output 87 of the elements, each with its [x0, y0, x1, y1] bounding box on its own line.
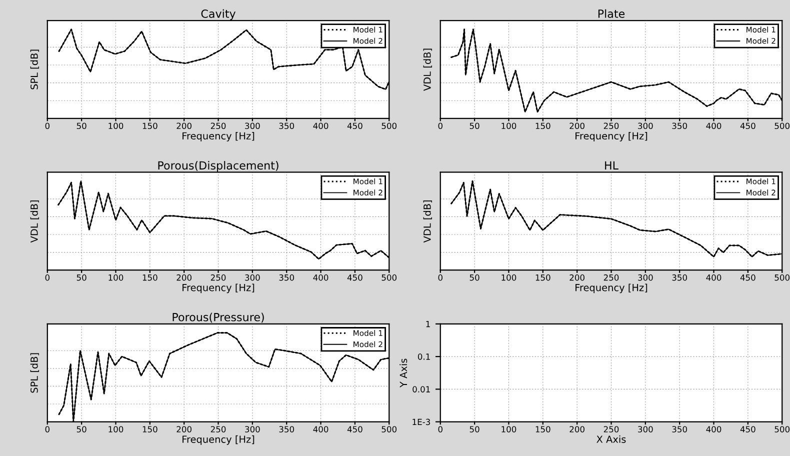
x-tick-label: 150 — [536, 122, 550, 130]
x-tick-label: 250 — [604, 274, 619, 281]
x-axis-title: Frequency [Hz] — [182, 435, 254, 445]
chart-title: Porous(Displacement) — [158, 161, 278, 172]
y-axis-title: SPL [dB] — [30, 353, 40, 393]
x-tick-label: 100 — [502, 122, 516, 130]
x-tick-label: 250 — [604, 426, 619, 432]
x-tick-label: 450 — [740, 426, 756, 432]
x-tick-label: 400 — [313, 274, 328, 281]
x-axis-title: Frequency [Hz] — [182, 284, 254, 294]
x-axis-title: Frequency [Hz] — [182, 132, 254, 142]
x-tick-label: 50 — [470, 426, 480, 432]
x-tick-label: 100 — [108, 274, 124, 281]
x-tick-label: 350 — [672, 274, 687, 281]
x-tick-label: 300 — [638, 426, 653, 432]
x-tick-label: 500 — [774, 426, 790, 432]
y-tick-label: 1 — [426, 321, 430, 328]
x-tick-label: 200 — [176, 274, 192, 281]
x-tick-label: 400 — [313, 426, 328, 432]
x-tick-label: 200 — [570, 122, 584, 130]
x-tick-label: 400 — [706, 122, 722, 130]
x-tick-label: 100 — [108, 122, 124, 130]
x-axis-title: Frequency [Hz] — [576, 132, 648, 142]
x-tick-label: 350 — [279, 274, 294, 281]
x-tick-label: 400 — [706, 274, 722, 281]
x-tick-label: 300 — [638, 274, 653, 281]
x-tick-label: 350 — [672, 122, 687, 130]
y-axis-title: VDL [dB] — [423, 200, 432, 243]
x-tick-label: 50 — [76, 274, 86, 281]
y-axis-title: Y Axis — [400, 358, 408, 388]
x-tick-label: 300 — [245, 426, 260, 432]
x-tick-label: 500 — [774, 274, 790, 281]
x-tick-label: 100 — [502, 274, 516, 281]
x-tick-label: 150 — [142, 274, 158, 281]
x-tick-label: 100 — [502, 426, 516, 432]
x-tick-label: 250 — [604, 122, 619, 130]
x-tick-label: 200 — [570, 426, 584, 432]
x-tick-label: 400 — [313, 122, 328, 130]
x-tick-label: 200 — [570, 274, 584, 281]
x-tick-label: 300 — [245, 274, 260, 281]
x-tick-label: 0 — [45, 274, 50, 281]
y-axis-title: VDL [dB] — [30, 200, 40, 243]
x-tick-label: 450 — [740, 122, 756, 130]
x-tick-label: 50 — [470, 122, 480, 130]
x-tick-label: 450 — [740, 274, 756, 281]
x-tick-label: 450 — [347, 426, 362, 432]
x-tick-label: 250 — [210, 122, 226, 130]
x-tick-label: 500 — [774, 122, 790, 130]
x-tick-label: 100 — [108, 426, 124, 432]
x-tick-label: 50 — [76, 426, 86, 432]
y-axis-title: SPL [dB] — [30, 50, 40, 90]
x-tick-label: 300 — [245, 122, 260, 130]
x-tick-label: 50 — [470, 274, 480, 281]
x-tick-label: 50 — [76, 122, 86, 130]
x-tick-label: 350 — [279, 122, 294, 130]
x-tick-label: 350 — [279, 426, 294, 432]
x-tick-label: 250 — [210, 274, 226, 281]
x-tick-label: 500 — [382, 122, 397, 130]
x-tick-label: 300 — [638, 122, 653, 130]
x-tick-label: 0 — [438, 122, 442, 130]
chart-title: HL — [605, 161, 618, 170]
x-tick-label: 150 — [142, 122, 158, 130]
x-tick-label: 450 — [347, 122, 362, 130]
x-tick-label: 0 — [438, 426, 442, 432]
chart-title: Porous(Pressure) — [172, 312, 264, 323]
x-tick-label: 350 — [672, 426, 687, 432]
y-tick-label: 0.1 — [418, 354, 430, 360]
x-tick-label: 0 — [45, 122, 50, 130]
y-tick-label: 1E-3 — [412, 418, 430, 426]
x-tick-label: 250 — [210, 426, 226, 432]
x-tick-label: 200 — [176, 122, 192, 130]
x-tick-label: 500 — [382, 274, 397, 281]
x-tick-label: 400 — [706, 426, 722, 432]
y-axis-title: VDL [dB] — [423, 48, 432, 91]
x-tick-label: 0 — [438, 274, 442, 281]
x-tick-label: 150 — [536, 274, 550, 281]
x-tick-label: 150 — [536, 426, 550, 432]
x-tick-label: 200 — [176, 426, 192, 432]
x-tick-label: 450 — [347, 274, 362, 281]
x-tick-label: 150 — [142, 426, 158, 432]
x-axis-title: X Axis — [596, 435, 626, 443]
x-axis-title: Frequency [Hz] — [576, 284, 648, 294]
chart-title: Plate — [598, 9, 625, 18]
y-tick-label: 0.01 — [412, 386, 430, 392]
x-tick-label: 500 — [382, 426, 397, 432]
x-tick-label: 0 — [45, 426, 50, 432]
chart-title: Cavity — [201, 9, 236, 20]
